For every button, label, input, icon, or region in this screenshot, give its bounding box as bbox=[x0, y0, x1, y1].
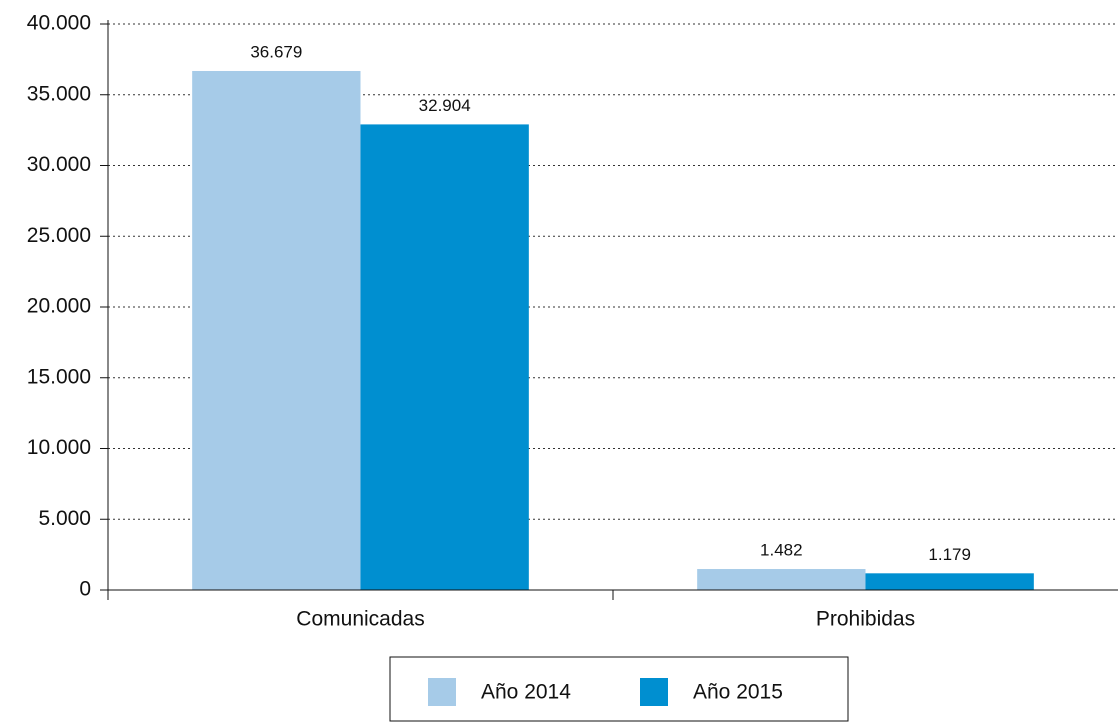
bar bbox=[192, 70, 361, 591]
value-label: 32.904 bbox=[419, 96, 471, 115]
legend-label: Año 2014 bbox=[481, 681, 571, 704]
y-tick-label: 25.000 bbox=[27, 224, 91, 247]
y-tick-label: 0 bbox=[79, 578, 91, 601]
legend-box bbox=[389, 656, 849, 722]
y-tick-label: 15.000 bbox=[27, 365, 91, 388]
x-tick-label: Comunicadas bbox=[296, 608, 424, 631]
y-tick-label: 10.000 bbox=[27, 436, 91, 459]
bar bbox=[360, 124, 529, 591]
bar bbox=[697, 569, 866, 590]
legend-swatch bbox=[640, 678, 668, 706]
value-label: 1.179 bbox=[928, 545, 971, 564]
bar bbox=[865, 573, 1034, 590]
y-tick-label: 20.000 bbox=[27, 295, 91, 318]
value-label: 36.679 bbox=[250, 42, 302, 61]
legend-label: Año 2015 bbox=[693, 681, 783, 704]
y-tick-label: 40.000 bbox=[27, 12, 91, 35]
legend-swatch bbox=[428, 678, 456, 706]
value-label: 1.482 bbox=[760, 541, 803, 560]
y-tick-label: 35.000 bbox=[27, 82, 91, 105]
y-tick-label: 5.000 bbox=[38, 507, 91, 530]
y-tick-label: 30.000 bbox=[27, 153, 91, 176]
x-tick-label: Prohibidas bbox=[816, 608, 915, 631]
